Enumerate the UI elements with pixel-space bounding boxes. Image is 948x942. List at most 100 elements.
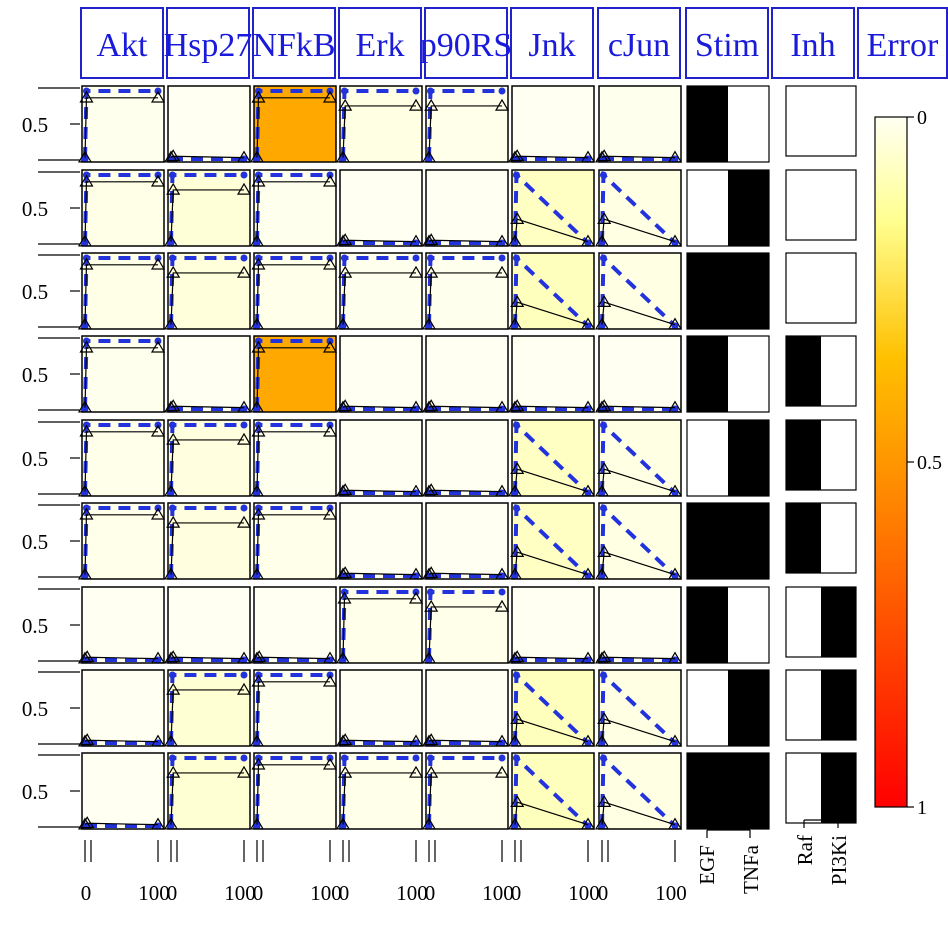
data-point: [667, 817, 683, 830]
stim-fill: [687, 253, 728, 329]
stimulus-column: EGF TNFa: [686, 85, 770, 894]
data-line: [428, 772, 502, 825]
data-point: [594, 484, 610, 497]
x-axis: 0 100: [425, 840, 514, 905]
panel: [335, 586, 424, 664]
data-point: [150, 507, 166, 520]
data-line: [256, 431, 330, 492]
inh-cell: [785, 85, 857, 157]
simulation-point: [498, 754, 506, 762]
data-point: [335, 484, 351, 497]
panel: [163, 586, 252, 664]
data-point: [597, 295, 612, 307]
simulation-point: [598, 239, 606, 247]
panel: [335, 169, 424, 247]
column-header: cJun: [597, 7, 681, 79]
colorbar-tick: 0.5: [907, 452, 942, 474]
data-point: [166, 265, 181, 278]
data-point: [424, 733, 439, 746]
simulation-point: [412, 87, 420, 95]
data-point: [424, 599, 439, 612]
inh-fill: [786, 420, 821, 490]
data-point: [249, 234, 265, 247]
data-point: [249, 317, 265, 330]
panel-frame: [511, 335, 595, 413]
simulation-point: [253, 489, 261, 497]
data-point: [338, 733, 353, 746]
stim-fill: [687, 503, 728, 579]
panel: [249, 502, 338, 580]
simulation-point: [339, 155, 347, 163]
column-header-box: [510, 7, 594, 79]
data-line: [256, 514, 330, 575]
data-point: [79, 174, 94, 187]
stim-fill: [728, 670, 769, 746]
simulation-point: [167, 322, 175, 330]
inh-label: PI3Ki: [827, 835, 851, 885]
column-header-label: Akt: [97, 27, 149, 64]
data-line: [601, 301, 676, 326]
data-point: [150, 424, 166, 437]
stim-label: TNFa: [739, 844, 763, 894]
data-point: [597, 149, 612, 162]
data-point: [166, 765, 181, 778]
data-line: [342, 105, 416, 158]
data-point: [79, 90, 94, 103]
simulation-point: [425, 656, 433, 664]
data-point: [594, 234, 610, 247]
y-tick-label: 0.5: [22, 530, 48, 554]
data-line: [170, 689, 244, 742]
data-line: [601, 718, 676, 743]
y-tick-label: 0.5: [22, 197, 48, 221]
panel: [163, 252, 252, 330]
simulation-point: [340, 254, 348, 262]
column-header-box: [857, 7, 948, 79]
column-header-label: Stim: [695, 27, 759, 64]
panel: [594, 502, 683, 580]
data-point: [322, 651, 338, 664]
panel-frame: [81, 335, 165, 413]
simulation-point: [340, 754, 348, 762]
simulation-point: [511, 322, 519, 330]
simulation-point: [425, 822, 433, 830]
data-point: [335, 234, 351, 247]
stim-row: [686, 335, 770, 413]
data-point: [597, 462, 612, 474]
x-axis: 0 100: [339, 840, 428, 905]
panel: [594, 669, 683, 747]
panel-frame: [598, 335, 682, 413]
data-point: [507, 234, 523, 247]
simulation-point: [168, 171, 176, 179]
data-point: [494, 265, 510, 278]
data-point: [249, 400, 265, 413]
inh-fill: [786, 503, 821, 573]
panel: [594, 586, 683, 664]
x-tick-label: 100: [482, 881, 514, 905]
data-point: [494, 234, 510, 247]
data-point: [494, 765, 510, 778]
data-point: [322, 174, 338, 187]
data-point: [594, 317, 610, 330]
data-point: [338, 265, 353, 278]
data-point: [251, 757, 266, 770]
data-point: [421, 567, 437, 580]
data-point: [510, 545, 525, 558]
y-axis: 0.5: [22, 671, 80, 745]
data-point: [236, 182, 252, 195]
data-point: [338, 566, 353, 579]
data-point: [421, 234, 437, 247]
stim-row: [686, 502, 770, 580]
data-point: [236, 265, 252, 278]
panel: [507, 669, 596, 747]
data-point: [421, 317, 437, 330]
panel: [77, 502, 166, 580]
stim-row: [686, 252, 770, 330]
panel: [163, 502, 252, 580]
panel: [335, 669, 424, 747]
panel-frame: [81, 502, 165, 580]
simulation-point: [81, 405, 89, 413]
data-point: [150, 174, 166, 187]
simulation-point: [167, 822, 175, 830]
simulation-point: [426, 588, 434, 596]
